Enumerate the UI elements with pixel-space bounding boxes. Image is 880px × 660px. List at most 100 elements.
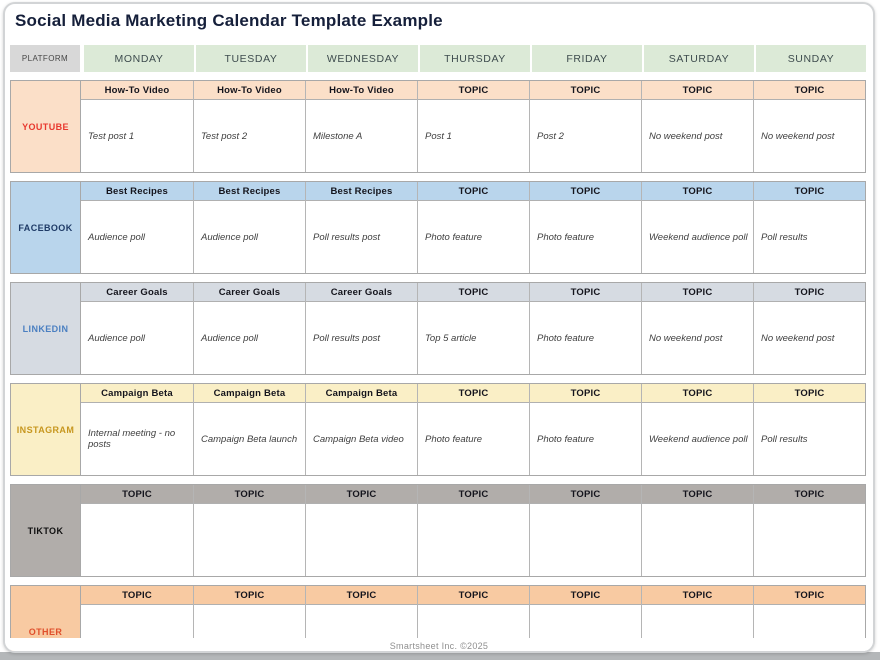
post-cell[interactable]: Poll results <box>754 201 865 273</box>
post-cell[interactable] <box>754 504 865 576</box>
post-cell[interactable]: Photo feature <box>418 201 529 273</box>
post-cell[interactable]: Photo feature <box>418 403 529 475</box>
day-column: TOPIC No weekend post <box>753 81 865 172</box>
topic-cell[interactable]: TOPIC <box>754 182 865 201</box>
post-cell[interactable]: Poll results post <box>306 302 417 374</box>
platform-row-facebook: FACEBOOK Best Recipes Audience poll Best Re… <box>10 181 866 274</box>
post-cell[interactable]: Post 1 <box>418 100 529 172</box>
topic-cell[interactable]: TOPIC <box>81 485 193 504</box>
post-cell[interactable]: Photo feature <box>530 201 641 273</box>
column-header-thursday: THURSDAY <box>420 45 530 72</box>
post-cell[interactable] <box>194 504 305 576</box>
topic-cell[interactable]: TOPIC <box>418 81 529 100</box>
topic-cell[interactable]: Campaign Beta <box>194 384 305 403</box>
day-column: TOPIC No weekend post <box>753 283 865 374</box>
day-column: How-To Video Milestone A <box>305 81 417 172</box>
day-column: TOPIC <box>193 485 305 576</box>
topic-cell[interactable]: How-To Video <box>194 81 305 100</box>
topic-cell[interactable]: Campaign Beta <box>81 384 193 403</box>
platform-name: TIKTOK <box>11 485 81 576</box>
day-column: TOPIC Post 1 <box>417 81 529 172</box>
topic-cell[interactable]: TOPIC <box>81 586 193 605</box>
post-cell[interactable]: Audience poll <box>194 201 305 273</box>
topic-cell[interactable]: TOPIC <box>642 283 753 302</box>
topic-cell[interactable]: TOPIC <box>418 485 529 504</box>
post-cell[interactable]: No weekend post <box>754 100 865 172</box>
topic-cell[interactable]: Career Goals <box>81 283 193 302</box>
post-cell[interactable]: Campaign Beta video <box>306 403 417 475</box>
post-cell[interactable]: Weekend audience poll <box>642 403 753 475</box>
topic-cell[interactable]: TOPIC <box>530 485 641 504</box>
topic-cell[interactable]: How-To Video <box>306 81 417 100</box>
post-cell[interactable]: Poll results post <box>306 201 417 273</box>
post-cell[interactable] <box>418 504 529 576</box>
topic-cell[interactable]: TOPIC <box>530 182 641 201</box>
topic-cell[interactable]: Best Recipes <box>194 182 305 201</box>
page-title: Social Media Marketing Calendar Template… <box>15 11 443 30</box>
topic-cell[interactable]: TOPIC <box>530 283 641 302</box>
topic-cell[interactable]: TOPIC <box>194 485 305 504</box>
topic-cell[interactable]: TOPIC <box>194 586 305 605</box>
day-column: TOPIC Weekend audience poll <box>641 384 753 475</box>
topic-cell[interactable]: TOPIC <box>642 81 753 100</box>
post-cell[interactable]: Photo feature <box>530 403 641 475</box>
post-cell[interactable]: Audience poll <box>81 201 193 273</box>
day-column: Campaign Beta Campaign Beta video <box>305 384 417 475</box>
post-cell[interactable]: Test post 1 <box>81 100 193 172</box>
post-cell[interactable]: No weekend post <box>754 302 865 374</box>
topic-cell[interactable]: Best Recipes <box>81 182 193 201</box>
post-cell[interactable]: Post 2 <box>530 100 641 172</box>
platform-name: INSTAGRAM <box>11 384 81 475</box>
topic-cell[interactable]: TOPIC <box>754 81 865 100</box>
day-columns: How-To Video Test post 1 How-To Video Test … <box>81 81 865 172</box>
topic-cell[interactable]: TOPIC <box>530 384 641 403</box>
topic-cell[interactable]: TOPIC <box>418 283 529 302</box>
post-cell[interactable]: Weekend audience poll <box>642 201 753 273</box>
post-cell[interactable] <box>642 504 753 576</box>
day-column: TOPIC Photo feature <box>417 182 529 273</box>
topic-cell[interactable]: Campaign Beta <box>306 384 417 403</box>
post-cell[interactable]: Poll results <box>754 403 865 475</box>
post-cell[interactable]: No weekend post <box>642 302 753 374</box>
topic-cell[interactable]: TOPIC <box>418 182 529 201</box>
column-header-platform: PLATFORM <box>10 45 80 72</box>
topic-cell[interactable]: TOPIC <box>418 586 529 605</box>
topic-cell[interactable]: Career Goals <box>194 283 305 302</box>
topic-cell[interactable]: TOPIC <box>642 586 753 605</box>
platform-row-tiktok: TIKTOK TOPIC TOPIC TOPIC TOPIC TOPIC TOPIC TOPI… <box>10 484 866 577</box>
post-cell[interactable]: No weekend post <box>642 100 753 172</box>
topic-cell[interactable]: TOPIC <box>642 384 753 403</box>
post-cell[interactable]: Photo feature <box>530 302 641 374</box>
topic-cell[interactable]: How-To Video <box>81 81 193 100</box>
topic-cell[interactable]: TOPIC <box>306 485 417 504</box>
topic-cell[interactable]: Career Goals <box>306 283 417 302</box>
topic-cell[interactable]: TOPIC <box>530 81 641 100</box>
post-cell[interactable]: Audience poll <box>194 302 305 374</box>
day-column: TOPIC <box>641 485 753 576</box>
post-cell[interactable]: Test post 2 <box>194 100 305 172</box>
post-cell[interactable]: Campaign Beta launch <box>194 403 305 475</box>
topic-cell[interactable]: TOPIC <box>754 283 865 302</box>
calendar-sheet: Social Media Marketing Calendar Template… <box>3 2 875 653</box>
post-cell[interactable]: Milestone A <box>306 100 417 172</box>
topic-cell[interactable]: TOPIC <box>754 586 865 605</box>
topic-cell[interactable]: TOPIC <box>306 586 417 605</box>
topic-cell[interactable]: TOPIC <box>418 384 529 403</box>
post-cell[interactable] <box>530 504 641 576</box>
platform-name: YOUTUBE <box>11 81 81 172</box>
post-cell[interactable] <box>306 504 417 576</box>
topic-cell[interactable]: TOPIC <box>754 485 865 504</box>
day-column: How-To Video Test post 1 <box>81 81 193 172</box>
topic-cell[interactable]: TOPIC <box>530 586 641 605</box>
day-column: TOPIC <box>305 485 417 576</box>
post-cell[interactable]: Internal meeting - no posts <box>81 403 193 475</box>
day-column: TOPIC <box>81 485 193 576</box>
topic-cell[interactable]: TOPIC <box>642 485 753 504</box>
day-column: How-To Video Test post 2 <box>193 81 305 172</box>
post-cell[interactable] <box>81 504 193 576</box>
post-cell[interactable]: Top 5 article <box>418 302 529 374</box>
topic-cell[interactable]: TOPIC <box>642 182 753 201</box>
topic-cell[interactable]: TOPIC <box>754 384 865 403</box>
topic-cell[interactable]: Best Recipes <box>306 182 417 201</box>
post-cell[interactable]: Audience poll <box>81 302 193 374</box>
